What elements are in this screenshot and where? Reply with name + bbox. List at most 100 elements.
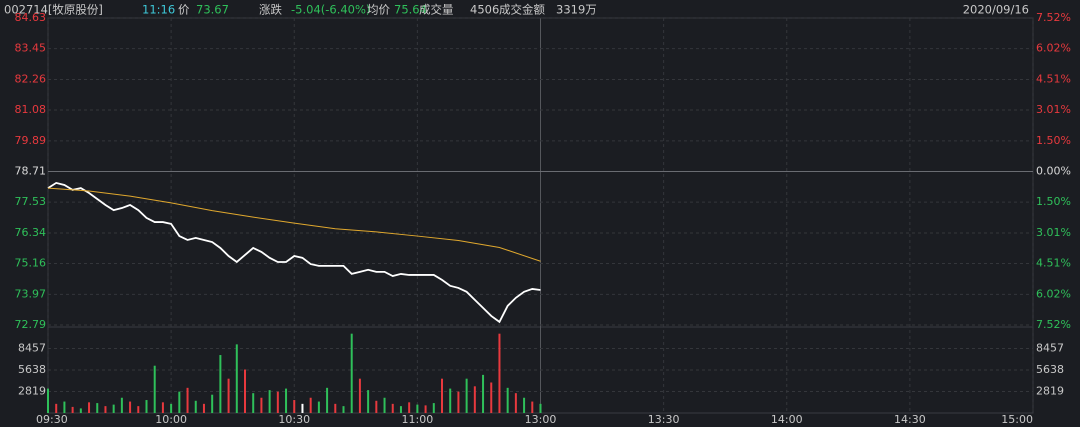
volume-tick-label-right: 5638	[1036, 363, 1064, 376]
x-tick-label: 10:00	[155, 413, 187, 426]
change: -5.04(-6.40%)	[291, 3, 370, 17]
volume-bar	[219, 355, 222, 413]
y2-tick-label: 7.52%	[1036, 318, 1071, 331]
amount-label: 成交金额	[499, 3, 545, 17]
y2-tick-label: 1.50%	[1036, 195, 1071, 208]
volume-tick-label: 5638	[18, 363, 46, 376]
volume-bar	[490, 382, 493, 413]
volume-bar	[449, 388, 452, 413]
volume-tick-label-right: 2819	[1036, 385, 1064, 398]
volume-bar	[350, 333, 353, 413]
volume-bar	[211, 394, 214, 413]
x-tick-label: 09:30	[36, 413, 68, 426]
volume-bar	[268, 390, 271, 413]
y-tick-label: 76.34	[15, 226, 47, 239]
y-tick-label: 84.63	[15, 11, 47, 24]
amount: 3319万	[556, 3, 597, 17]
volume-bar	[96, 403, 99, 413]
volume-bar	[375, 400, 378, 413]
volume-bar	[309, 397, 312, 413]
volume-bar	[285, 388, 288, 413]
price-line	[47, 181, 541, 324]
y2-tick-label: 3.01%	[1036, 226, 1071, 239]
volume-bar	[473, 386, 476, 413]
y2-tick-label: 0.00%	[1036, 165, 1071, 178]
volume-bar	[506, 387, 509, 413]
avg: 75.64	[394, 3, 427, 17]
volume: 4506	[470, 3, 499, 17]
volume-bar	[457, 391, 460, 413]
volume-bar	[88, 402, 91, 413]
y2-tick-label: 6.02%	[1036, 42, 1071, 55]
volume-bar	[531, 401, 534, 413]
volume-bar	[383, 397, 386, 413]
y-tick-label: 79.89	[15, 134, 47, 147]
y2-tick-label: 6.02%	[1036, 287, 1071, 300]
y2-tick-label: 3.01%	[1036, 103, 1071, 116]
stock-code: 002714[牧原股份]	[4, 3, 103, 17]
volume-bar	[416, 404, 419, 413]
volume-bar	[391, 403, 394, 413]
volume-bar	[202, 403, 205, 413]
volume-bar	[186, 387, 189, 413]
y-tick-label: 77.53	[15, 195, 47, 208]
y-tick-label: 82.26	[15, 72, 47, 85]
time: 11:16	[142, 3, 175, 17]
price-label: 价	[178, 3, 190, 17]
volume-bar	[260, 397, 263, 413]
x-tick-label: 13:00	[525, 413, 557, 426]
volume-bar	[63, 401, 66, 413]
volume-bar	[153, 365, 156, 413]
average-line	[47, 187, 541, 262]
volume-bar	[129, 401, 132, 413]
x-tick-label: 10:30	[278, 413, 310, 426]
volume-bar	[293, 400, 296, 413]
volume-bar	[441, 378, 443, 413]
volume-bar	[47, 388, 49, 413]
volume-bar	[482, 374, 485, 413]
y-tick-label: 73.97	[15, 287, 47, 300]
y-tick-label: 78.71	[15, 165, 47, 178]
volume-bar	[79, 408, 82, 413]
y2-tick-label: 7.52%	[1036, 11, 1071, 24]
volume-bar	[317, 401, 320, 413]
volume-bar	[137, 406, 140, 413]
volume-bar	[227, 378, 230, 413]
volume-bar	[161, 402, 164, 413]
volume-bar	[178, 391, 181, 413]
avg-label: 均价	[367, 3, 390, 17]
volume-bar	[367, 390, 370, 413]
volume-bar	[235, 344, 238, 413]
y-tick-label: 83.45	[15, 42, 47, 55]
volume-bar	[244, 369, 246, 413]
volume-tick-label: 2819	[18, 385, 46, 398]
volume-label: 成交量	[419, 3, 454, 17]
volume-bar	[326, 387, 329, 413]
change-label: 涨跌	[259, 3, 282, 17]
volume-bar	[55, 403, 58, 413]
volume-bar	[514, 393, 517, 413]
y-tick-label: 72.79	[15, 318, 47, 331]
date: 2020/09/16	[963, 3, 1029, 17]
volume-bar	[465, 378, 468, 413]
x-tick-label: 14:00	[771, 413, 803, 426]
volume-bar	[424, 405, 427, 413]
volume-bar	[104, 406, 107, 413]
volume-bar	[539, 403, 542, 413]
x-tick-label: 13:30	[648, 413, 680, 426]
x-tick-label: 14:30	[894, 413, 926, 426]
volume-bar	[399, 406, 402, 413]
volume-bar	[112, 404, 115, 413]
volume-bar	[358, 378, 361, 413]
volume-bar	[301, 403, 304, 413]
y2-tick-label: 1.50%	[1036, 134, 1071, 147]
volume-bar	[71, 406, 74, 413]
volume-bar	[432, 403, 435, 413]
price: 73.67	[196, 3, 229, 17]
y-tick-label: 81.08	[15, 103, 47, 116]
volume-bar	[120, 397, 123, 413]
x-tick-label: 11:00	[402, 413, 434, 426]
volume-bar	[170, 403, 173, 413]
y2-tick-label: 4.51%	[1036, 72, 1071, 85]
